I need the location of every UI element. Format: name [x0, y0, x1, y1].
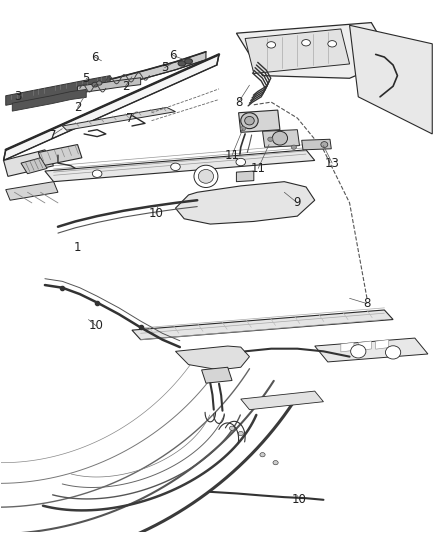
- Ellipse shape: [240, 126, 246, 131]
- Polygon shape: [21, 158, 47, 174]
- Polygon shape: [237, 171, 254, 182]
- Polygon shape: [239, 110, 280, 132]
- Polygon shape: [4, 150, 53, 176]
- Ellipse shape: [241, 113, 258, 128]
- Polygon shape: [78, 78, 141, 93]
- Ellipse shape: [198, 169, 214, 183]
- Polygon shape: [358, 341, 371, 351]
- Text: 11: 11: [251, 162, 266, 175]
- Polygon shape: [241, 391, 323, 410]
- Text: 7: 7: [126, 111, 134, 125]
- Text: 10: 10: [148, 207, 163, 220]
- Polygon shape: [62, 108, 176, 130]
- Text: 10: 10: [89, 319, 104, 333]
- Ellipse shape: [260, 453, 265, 457]
- Text: 6: 6: [170, 49, 177, 62]
- Ellipse shape: [178, 61, 186, 66]
- Polygon shape: [176, 346, 250, 370]
- Polygon shape: [237, 22, 393, 78]
- Ellipse shape: [273, 461, 278, 465]
- Polygon shape: [302, 139, 331, 150]
- Ellipse shape: [321, 142, 328, 148]
- Polygon shape: [376, 340, 389, 349]
- Text: 9: 9: [293, 196, 301, 209]
- Text: 13: 13: [325, 157, 339, 169]
- Ellipse shape: [194, 165, 218, 188]
- Polygon shape: [341, 342, 354, 352]
- Text: 3: 3: [14, 90, 21, 103]
- Polygon shape: [78, 52, 206, 93]
- Ellipse shape: [185, 59, 192, 64]
- Ellipse shape: [230, 426, 235, 430]
- Polygon shape: [6, 182, 58, 200]
- Text: 7: 7: [49, 128, 57, 141]
- Polygon shape: [176, 182, 315, 224]
- Text: 5: 5: [83, 72, 90, 85]
- Polygon shape: [315, 338, 428, 362]
- Polygon shape: [245, 29, 350, 74]
- Polygon shape: [45, 150, 315, 182]
- Text: 2: 2: [122, 80, 129, 93]
- Ellipse shape: [97, 81, 102, 85]
- Ellipse shape: [92, 170, 102, 177]
- Ellipse shape: [92, 82, 98, 87]
- Text: 5: 5: [161, 61, 168, 74]
- Text: 8: 8: [363, 297, 371, 310]
- Ellipse shape: [171, 163, 180, 171]
- Ellipse shape: [302, 39, 311, 46]
- Polygon shape: [350, 25, 432, 134]
- Polygon shape: [132, 310, 393, 340]
- Ellipse shape: [245, 116, 254, 125]
- Ellipse shape: [268, 137, 273, 141]
- Polygon shape: [262, 130, 300, 147]
- Ellipse shape: [351, 345, 366, 358]
- Text: 8: 8: [235, 95, 242, 109]
- Ellipse shape: [272, 131, 288, 145]
- Ellipse shape: [291, 145, 297, 149]
- Text: 2: 2: [74, 101, 81, 114]
- Polygon shape: [39, 144, 82, 166]
- Text: 11: 11: [225, 149, 240, 161]
- Polygon shape: [4, 54, 219, 160]
- Polygon shape: [6, 76, 110, 106]
- Text: 10: 10: [292, 494, 307, 506]
- Ellipse shape: [267, 42, 276, 48]
- Ellipse shape: [385, 346, 401, 359]
- Ellipse shape: [238, 431, 244, 435]
- Ellipse shape: [236, 158, 246, 166]
- Ellipse shape: [328, 41, 336, 47]
- Polygon shape: [12, 90, 86, 111]
- Polygon shape: [201, 367, 232, 383]
- Text: 1: 1: [74, 241, 81, 254]
- Text: 6: 6: [91, 51, 99, 63]
